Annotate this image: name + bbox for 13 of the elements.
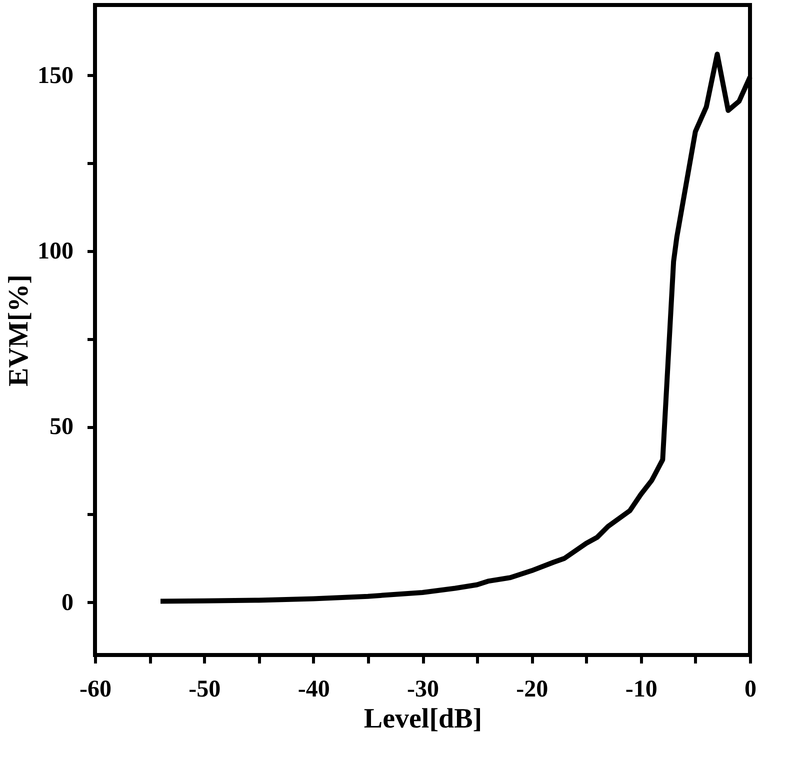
y-tick-label: 0	[62, 590, 74, 616]
x-tick-label: -50	[188, 676, 221, 702]
x-tick-label: -60	[80, 676, 112, 702]
x-tick-label: -30	[407, 676, 439, 702]
x-axis-title: Level[dB]	[364, 704, 482, 734]
x-tick-label: 0	[744, 676, 756, 702]
y-tick-label: 50	[50, 414, 74, 440]
y-tick-label: 150	[38, 62, 74, 89]
y-axis-title: EVM[%]	[4, 274, 34, 386]
x-tick-label: -10	[625, 676, 658, 702]
y-tick-label: 100	[38, 238, 74, 264]
x-tick-label: -20	[516, 676, 548, 702]
x-tick-label: -40	[298, 676, 330, 702]
